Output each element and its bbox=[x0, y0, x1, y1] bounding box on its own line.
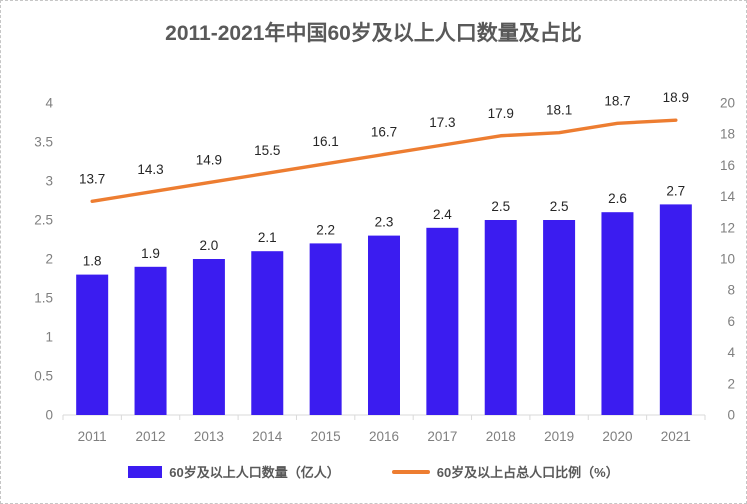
bar bbox=[426, 227, 459, 415]
y-axis-right-tick-label: 10 bbox=[720, 252, 735, 267]
x-axis-category-label: 2015 bbox=[311, 429, 341, 444]
x-axis-category-label: 2020 bbox=[602, 429, 632, 444]
x-axis-category-label: 2011 bbox=[78, 429, 107, 444]
y-axis-left-tick-label: 2 bbox=[45, 252, 53, 267]
line-data-label: 16.7 bbox=[371, 124, 397, 139]
x-axis-category-label: 2021 bbox=[661, 429, 691, 444]
y-axis-right-tick-label: 4 bbox=[727, 345, 735, 360]
line-data-label: 18.7 bbox=[604, 93, 630, 108]
y-axis-right-tick-label: 0 bbox=[727, 408, 735, 423]
line-series-swatch bbox=[391, 469, 430, 474]
line-data-label: 13.7 bbox=[79, 171, 105, 186]
y-axis-left-tick-label: 1.5 bbox=[34, 291, 53, 306]
y-axis-left-tick-label: 4 bbox=[45, 96, 53, 111]
line-data-label: 16.1 bbox=[312, 134, 338, 149]
line-data-label: 15.5 bbox=[254, 143, 280, 158]
line-data-label: 14.9 bbox=[196, 153, 222, 168]
bar-series-label: 60岁及以上人口数量（亿人） bbox=[169, 465, 340, 480]
y-axis-left-tick-label: 2.5 bbox=[34, 213, 53, 228]
y-axis-right-tick-label: 18 bbox=[720, 127, 735, 142]
plot-area: 1.8 1.9 2.0 2.1 2.2 2.3 2.4 2.5 2.5 2.6 2.7 13.7 14.… bbox=[34, 90, 736, 444]
bar bbox=[134, 266, 167, 415]
bar bbox=[543, 220, 576, 415]
bar-series-swatch bbox=[128, 465, 163, 478]
y-axis-right-tick-label: 14 bbox=[720, 189, 736, 204]
y-axis-left-tick-label: 3 bbox=[45, 174, 53, 189]
legend-item-ratio: 60岁及以上占总人口比例（%） bbox=[391, 462, 619, 481]
bar-data-label: 2.4 bbox=[433, 207, 452, 222]
bar bbox=[309, 243, 342, 415]
y-axis-right-tick-label: 20 bbox=[720, 96, 735, 111]
legend: 60岁及以上人口数量（亿人） 60岁及以上占总人口比例（%） bbox=[1, 462, 746, 481]
bar-data-label: 2.1 bbox=[258, 230, 277, 245]
x-axis-category-label: 2018 bbox=[486, 429, 516, 444]
bar-data-label: 1.8 bbox=[83, 254, 102, 269]
x-axis-category-label: 2013 bbox=[194, 429, 224, 444]
chart-title: 2011-2021年中国60岁及以上人口数量及占比 bbox=[165, 22, 582, 45]
x-axis-category-label: 2012 bbox=[136, 429, 166, 444]
x-axis-category-label: 2017 bbox=[427, 429, 457, 444]
bar bbox=[659, 204, 692, 415]
y-axis-right-tick-label: 16 bbox=[720, 158, 735, 173]
bar bbox=[251, 251, 284, 415]
y-axis-right-tick-label: 2 bbox=[727, 376, 735, 391]
bar bbox=[484, 220, 517, 415]
bar-data-label: 2.6 bbox=[608, 191, 627, 206]
bar-data-label: 2.3 bbox=[375, 215, 394, 230]
y-axis-right-tick-label: 6 bbox=[727, 314, 735, 329]
line-series-label: 60岁及以上占总人口比例（%） bbox=[436, 465, 619, 480]
line-data-label: 18.1 bbox=[546, 103, 572, 118]
bar-data-label: 2.2 bbox=[316, 222, 335, 237]
y-axis-right-tick-label: 12 bbox=[720, 220, 735, 235]
line-data-label: 17.3 bbox=[429, 115, 455, 130]
line-data-label: 18.9 bbox=[663, 90, 689, 105]
x-axis-category-label: 2014 bbox=[252, 429, 283, 444]
y-axis-right-tick-label: 8 bbox=[727, 283, 735, 298]
bar bbox=[192, 259, 225, 415]
bar-data-label: 2.5 bbox=[491, 199, 510, 214]
line-data-label: 17.9 bbox=[488, 106, 514, 121]
bar bbox=[601, 212, 634, 415]
bar bbox=[76, 274, 109, 415]
y-axis-left-tick-label: 3.5 bbox=[34, 135, 53, 150]
y-axis-left-tick-label: 0 bbox=[45, 408, 53, 423]
bar bbox=[368, 235, 400, 415]
bar-data-label: 1.9 bbox=[141, 246, 160, 261]
x-axis-category-label: 2019 bbox=[544, 429, 574, 444]
x-axis-category-label: 2016 bbox=[369, 429, 399, 444]
line-series bbox=[90, 118, 678, 203]
bar-data-label: 2.7 bbox=[666, 183, 685, 198]
y-axis-left-tick-label: 0.5 bbox=[34, 369, 53, 384]
bar-data-label: 2.5 bbox=[550, 199, 569, 214]
bar-data-label: 2.0 bbox=[200, 238, 219, 253]
legend-item-population: 60岁及以上人口数量（亿人） bbox=[128, 462, 340, 481]
line-data-label: 14.3 bbox=[137, 162, 163, 177]
y-axis-left-tick-label: 1 bbox=[45, 330, 53, 345]
